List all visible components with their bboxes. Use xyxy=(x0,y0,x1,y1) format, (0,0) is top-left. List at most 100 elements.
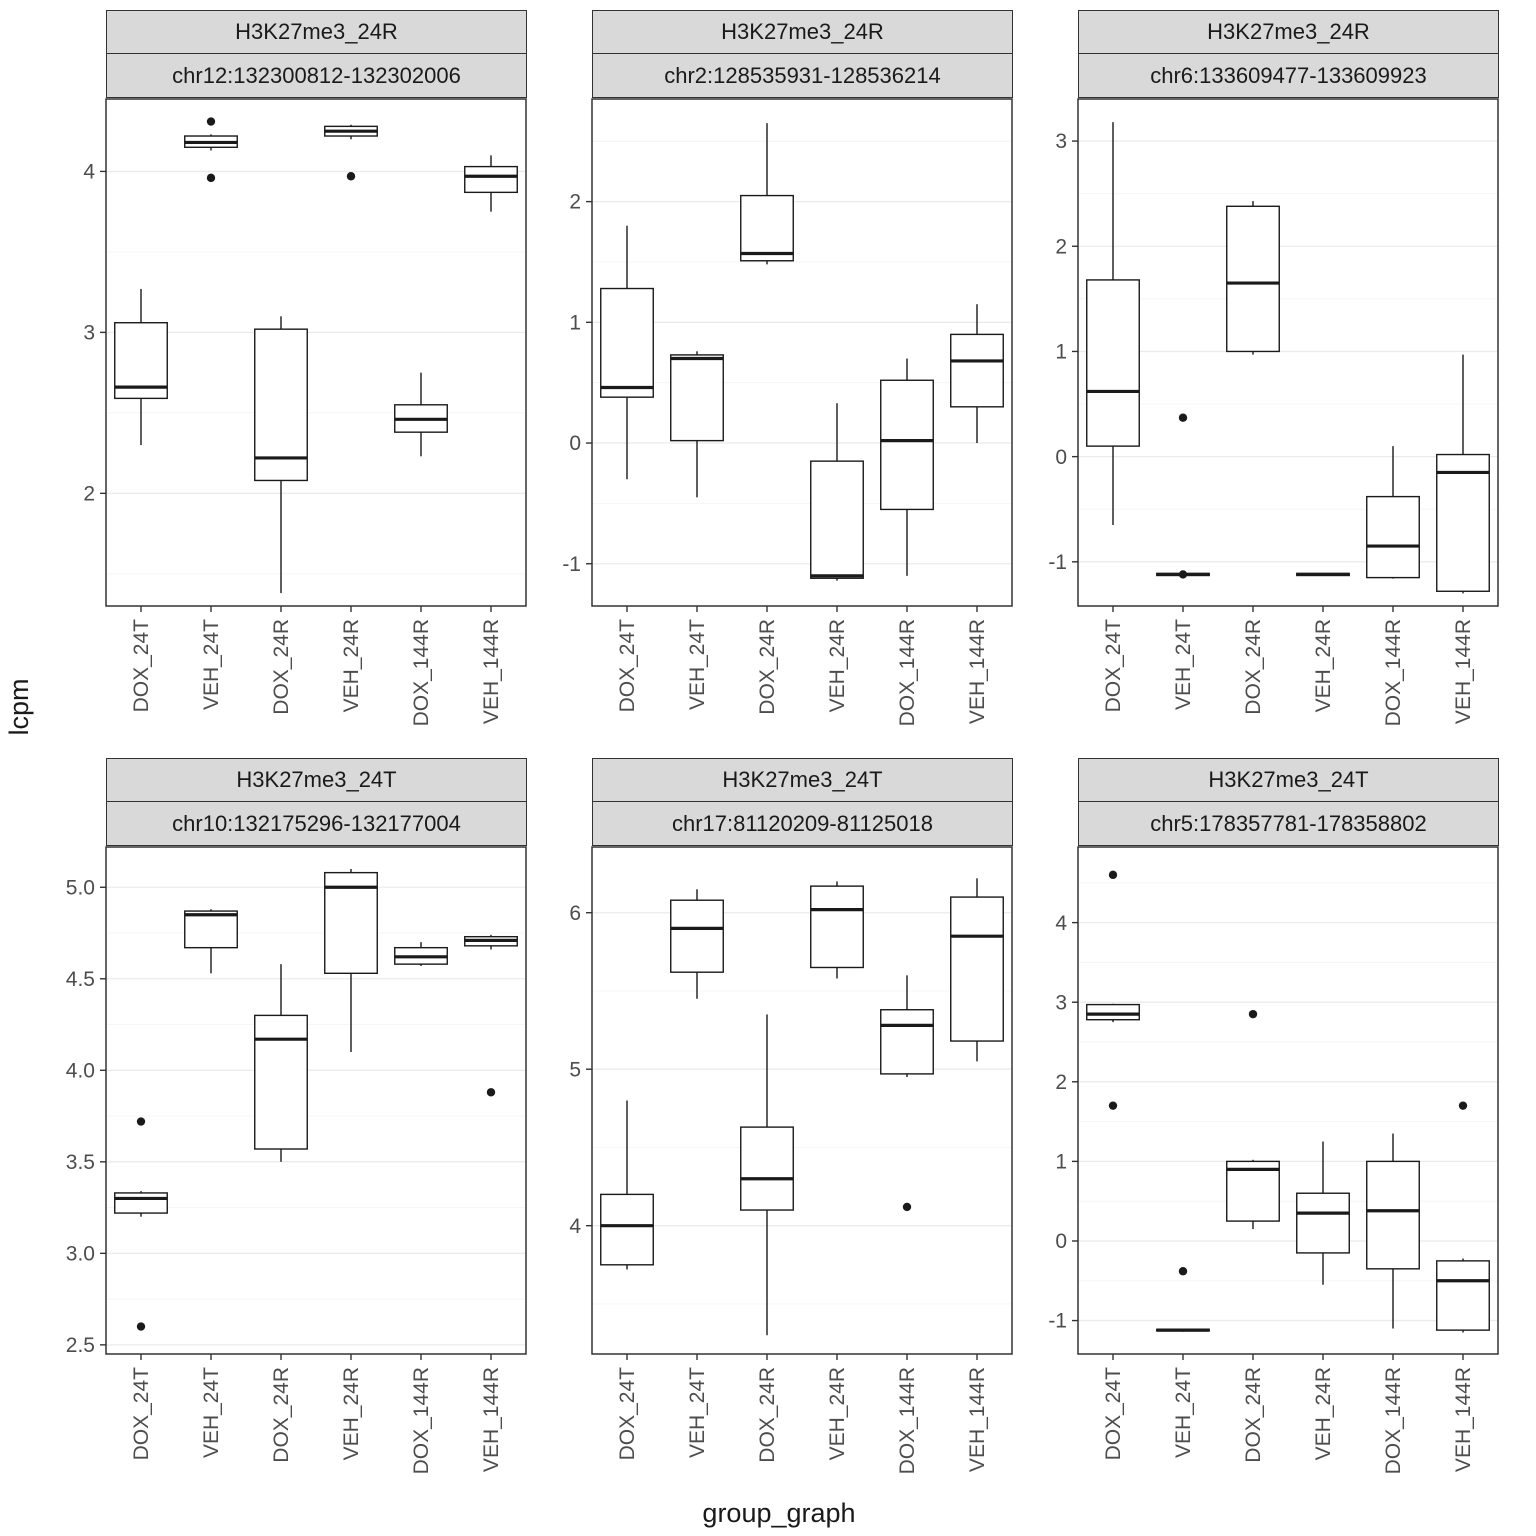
x-category-label: VEH_24T xyxy=(686,1367,709,1458)
facet-plot: -1 0 1 2 DOX_24T VEH_24T DOX_24R VEH_24R DOX_144… xyxy=(562,98,1013,726)
y-tick-label: 5 xyxy=(569,1058,581,1081)
facet-panel: H3K27me3_24T chr5:178357781-178358802 -1… xyxy=(1026,758,1504,1494)
x-category-label: DOX_144R xyxy=(896,619,919,726)
outlier-point xyxy=(206,117,216,126)
y-axis-label: lcpm xyxy=(4,678,34,736)
y-tick-label: 2.5 xyxy=(66,1334,95,1357)
panel-background xyxy=(592,847,1012,1354)
y-tick-label: 4.0 xyxy=(66,1059,95,1082)
y-tick-label: 1 xyxy=(569,311,581,334)
x-category-label: VEH_144R xyxy=(480,619,503,724)
boxplot-layer xyxy=(114,117,518,594)
facet-strip-location: chr6:133609477-133609923 xyxy=(1078,54,1499,98)
x-category-label: VEH_24T xyxy=(686,619,709,710)
boxplot-box xyxy=(254,328,308,482)
y-tick-label: 2 xyxy=(83,482,95,505)
boxplot-box xyxy=(600,1193,654,1266)
facet-panel: H3K27me3_24R chr2:128535931-128536214 -1… xyxy=(540,10,1018,746)
y-tick-label: 0 xyxy=(1055,446,1067,469)
boxplot-box xyxy=(254,1014,308,1150)
facet-strip-location: chr5:178357781-178358802 xyxy=(1078,802,1499,846)
outlier-point xyxy=(1178,570,1188,579)
x-category-label: DOX_24R xyxy=(270,619,293,715)
boxplot-box xyxy=(1226,1160,1280,1222)
boxplot-layer xyxy=(600,878,1004,1336)
panel-border xyxy=(591,98,1013,607)
y-tick-label: 1 xyxy=(1055,341,1067,364)
facet-plot: 2 3 4 DOX_24T VEH_24T DOX_24R VEH_24R DOX_144R V… xyxy=(83,98,527,726)
facet-panel: H3K27me3_24R chr6:133609477-133609923 -1… xyxy=(1026,10,1504,746)
x-category-label: DOX_24T xyxy=(130,619,153,713)
x-category-label: VEH_24T xyxy=(200,1367,223,1458)
boxplot-box xyxy=(950,896,1004,1042)
x-category-label: VEH_144R xyxy=(966,619,989,724)
facet-plot: -1 0 1 2 3 DOX_24T VEH_24T DOX_24R VEH_24R DOX_14… xyxy=(1048,98,1499,726)
x-category-label: VEH_24R xyxy=(1312,1367,1335,1460)
boxplot-box xyxy=(1366,1160,1420,1270)
boxplot-layer xyxy=(1086,122,1490,594)
y-tick-label: 5.0 xyxy=(66,876,95,899)
x-category-label: DOX_24T xyxy=(130,1367,153,1461)
facet-plot: 4 5 6 DOX_24T VEH_24T DOX_24R VEH_24R DOX_144R V… xyxy=(569,846,1013,1474)
boxplot-box xyxy=(1086,279,1140,447)
y-tick-label: 0 xyxy=(1055,1230,1067,1253)
boxplot-box xyxy=(600,287,654,398)
boxplot-box xyxy=(1296,1192,1350,1254)
facet-strip-location: chr2:128535931-128536214 xyxy=(592,54,1013,98)
x-category-label: VEH_24T xyxy=(1172,619,1195,710)
panel-border xyxy=(105,846,527,1355)
boxplot-box xyxy=(464,165,518,194)
panel-background xyxy=(592,99,1012,606)
x-category-label: VEH_144R xyxy=(1452,619,1475,724)
x-category-label: VEH_24R xyxy=(826,619,849,712)
outlier-point xyxy=(486,1088,496,1097)
outlier-point xyxy=(1178,413,1188,422)
boxplot-box xyxy=(184,910,238,949)
boxplot-box xyxy=(670,899,724,973)
panel-border xyxy=(1077,846,1499,1355)
x-category-label: VEH_24R xyxy=(340,619,363,712)
x-category-label: DOX_24R xyxy=(270,1367,293,1463)
panel-background xyxy=(106,99,526,606)
panel-border xyxy=(591,846,1013,1355)
x-category-label: DOX_24R xyxy=(1242,619,1265,715)
y-tick-label: 0 xyxy=(569,432,581,455)
panel-background xyxy=(1078,99,1498,606)
facet-strip-title: H3K27me3_24R xyxy=(106,10,527,54)
boxplot-box xyxy=(1366,495,1420,579)
x-category-label: DOX_144R xyxy=(410,1367,433,1474)
y-tick-label: 4 xyxy=(83,161,95,184)
outlier-point xyxy=(1108,870,1118,880)
y-tick-label: 4 xyxy=(1055,912,1067,935)
facet-strip-title: H3K27me3_24T xyxy=(106,758,527,802)
boxplot-box xyxy=(1436,453,1490,592)
boxplot-box xyxy=(740,194,794,262)
boxplot-box xyxy=(114,1192,168,1214)
facet-strip-title: H3K27me3_24T xyxy=(592,758,1013,802)
boxplot-layer xyxy=(1086,870,1490,1333)
outlier-point xyxy=(1458,1101,1468,1110)
facet-plot: 2.5 3.0 3.5 4.0 4.5 5.0 DOX_24T VEH_24T DOX_24R V… xyxy=(66,846,527,1474)
boxplot-box xyxy=(1086,1003,1140,1021)
y-tick-label: 6 xyxy=(569,902,581,925)
x-category-label: VEH_24T xyxy=(1172,1367,1195,1458)
x-category-label: DOX_144R xyxy=(410,619,433,726)
y-tick-label: 3.5 xyxy=(66,1151,95,1174)
x-axis-label: group_graph xyxy=(702,1498,856,1528)
facet-panel: H3K27me3_24R chr12:132300812-132302006 2… xyxy=(54,10,532,746)
outlier-point xyxy=(346,172,356,181)
panel-background xyxy=(106,847,526,1354)
y-tick-label: 4 xyxy=(569,1215,581,1238)
outlier-point xyxy=(136,1117,146,1126)
x-category-label: DOX_24T xyxy=(616,619,639,713)
facet-strip-title: H3K27me3_24R xyxy=(592,10,1013,54)
x-category-label: DOX_144R xyxy=(1382,619,1405,726)
y-tick-label: -1 xyxy=(1048,1310,1067,1333)
boxplot-box xyxy=(810,885,864,969)
facet-strip-location: chr10:132175296-132177004 xyxy=(106,802,527,846)
boxplot-box xyxy=(880,1009,934,1075)
outlier-point xyxy=(1248,1009,1258,1019)
x-category-label: VEH_24R xyxy=(826,1367,849,1460)
facet-strip-location: chr17:81120209-81125018 xyxy=(592,802,1013,846)
